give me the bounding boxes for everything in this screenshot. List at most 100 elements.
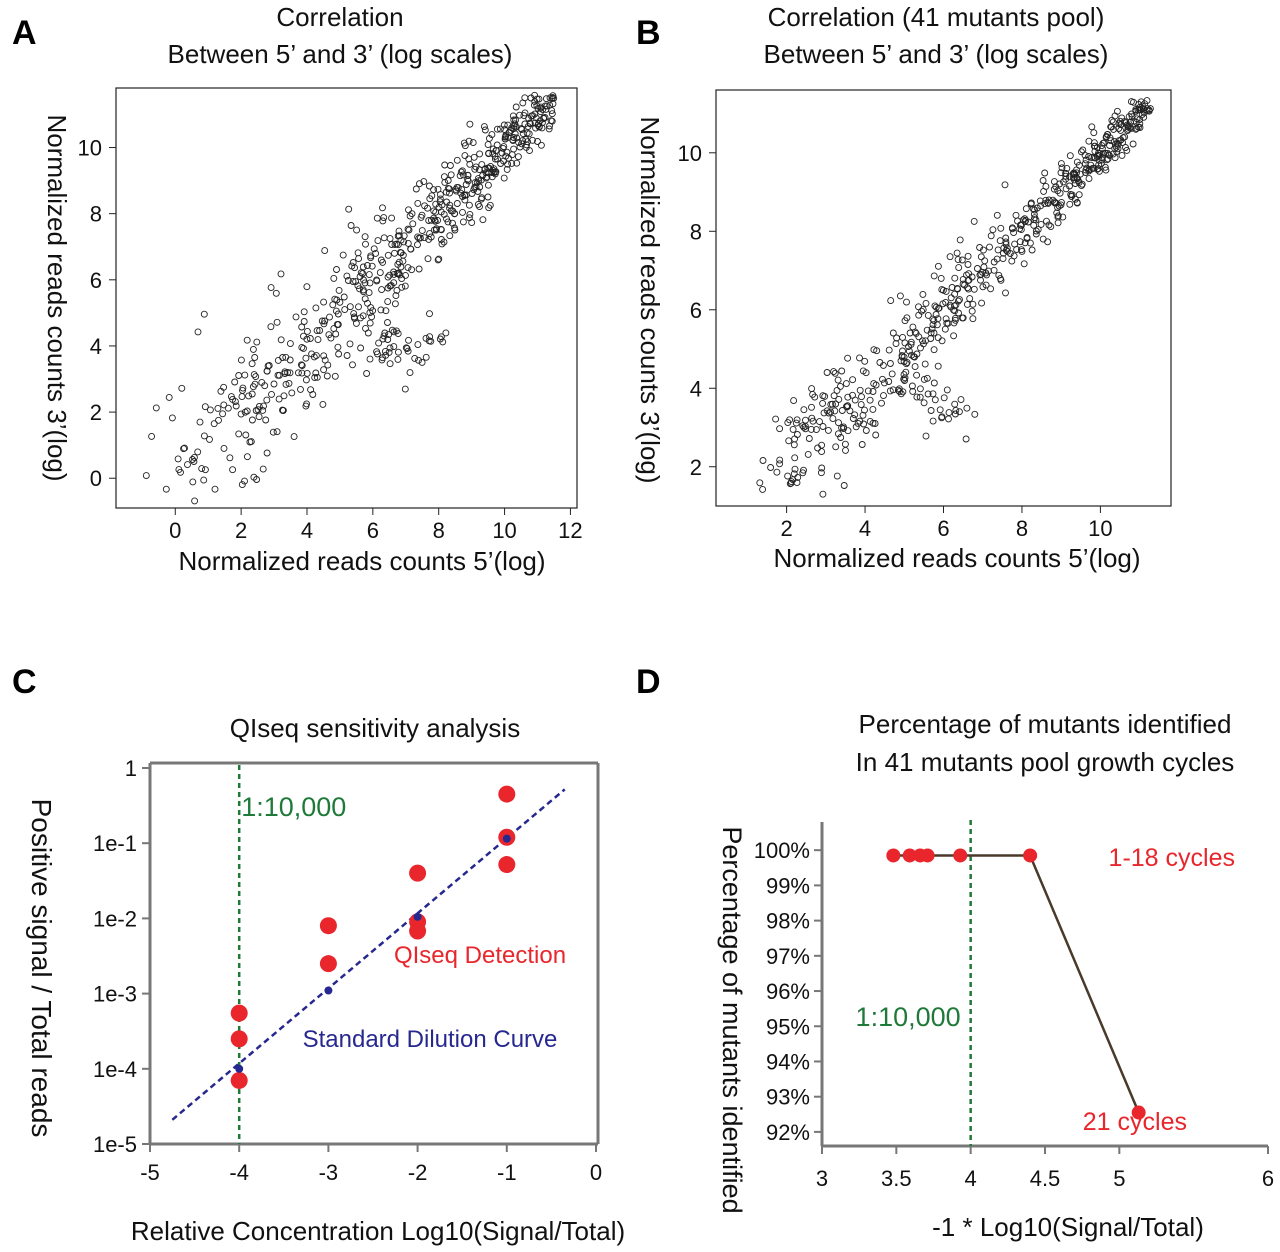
chart-a-point	[393, 240, 401, 248]
chart-a-point	[341, 306, 349, 314]
chart-a-point	[466, 120, 474, 128]
chart-b-point	[1021, 218, 1029, 226]
chart-b-point	[1117, 136, 1125, 144]
chart-b-point	[1073, 158, 1081, 166]
chart-a-point	[479, 216, 487, 224]
chart-a-point	[428, 192, 436, 200]
chart-a-point	[376, 269, 384, 277]
chart-a-point	[385, 331, 393, 339]
chart-a-point	[465, 137, 473, 145]
chart-b-point	[1101, 163, 1109, 171]
chart-b-point	[929, 315, 937, 323]
chart-b-point	[958, 314, 966, 322]
chart-b-point	[835, 395, 843, 403]
chart-a-point	[334, 321, 342, 328]
chart-b-point	[946, 301, 954, 309]
chart-b-point	[1113, 107, 1121, 115]
chart-b-point	[911, 363, 919, 371]
chart-b-point	[793, 431, 801, 438]
chart-c-xlabel: Relative Concentration Log10(Signal/Tota…	[131, 1216, 625, 1246]
chart-a-point	[211, 485, 219, 493]
chart-a-point	[516, 143, 524, 151]
chart-a-point	[282, 353, 290, 361]
chart-b-point	[1037, 220, 1045, 228]
chart-a-point	[420, 178, 428, 186]
chart-a-point	[365, 289, 373, 297]
chart-b-point	[791, 435, 799, 443]
chart-b-ytick-label: 10	[678, 141, 702, 166]
chart-b-point	[1056, 189, 1064, 197]
chart-a-point	[229, 466, 237, 474]
chart-b-point	[950, 332, 958, 340]
chart-a-point	[313, 373, 321, 381]
chart-a-point	[282, 380, 290, 388]
chart-b-point	[1102, 166, 1110, 174]
chart-b-point	[791, 465, 799, 473]
chart-b-point	[885, 346, 893, 354]
chart-d-xtick-label: 3	[816, 1166, 828, 1191]
chart-b-point	[1103, 131, 1111, 139]
chart-a-point	[368, 262, 376, 270]
chart-b-point	[997, 276, 1005, 284]
chart-c-threshold-label: 1:10,000	[241, 792, 346, 822]
chart-a-point	[178, 384, 186, 392]
chart-a-point	[326, 313, 333, 321]
chart-a-point	[436, 195, 444, 203]
chart-b-xtick-label: 6	[937, 516, 949, 541]
chart-b-point	[909, 387, 917, 395]
chart-a-point	[363, 262, 371, 269]
chart-b-point	[1105, 151, 1113, 159]
chart-a-point	[477, 195, 485, 203]
chart-a-point	[231, 378, 239, 386]
chart-b-point	[954, 256, 962, 264]
chart-a-point	[461, 142, 469, 150]
chart-b-point	[1107, 137, 1115, 145]
chart-a-point	[321, 247, 329, 255]
chart-b-point	[1070, 173, 1078, 181]
chart-a-point	[366, 309, 374, 317]
chart-a-point	[255, 413, 263, 421]
chart-c-detection-point	[498, 785, 516, 803]
chart-b-point	[808, 414, 816, 422]
chart-a-point	[418, 227, 426, 235]
chart-a-xtick-label: 0	[169, 518, 181, 543]
chart-b-point	[928, 325, 936, 333]
chart-a-xtick-label: 4	[301, 518, 313, 543]
chart-b-point	[1117, 121, 1125, 129]
chart-a-point	[380, 234, 388, 242]
chart-a-point	[273, 318, 281, 326]
chart-b-point	[964, 261, 972, 268]
chart-b-point	[767, 464, 775, 471]
chart-c-ytick-label: 1e-3	[93, 982, 137, 1007]
chart-a-point	[313, 327, 321, 335]
chart-a-point	[373, 277, 381, 285]
chart-a-ticks: 0 2 4 6 8 10 12 0 2 4 6 8 10	[78, 136, 583, 543]
chart-a-point	[425, 235, 433, 243]
chart-a-point	[526, 147, 533, 155]
chart-a-point	[377, 306, 385, 314]
chart-a-point	[274, 356, 282, 364]
chart-b-point	[784, 472, 792, 480]
chart-a-point	[290, 433, 298, 441]
chart-b-point	[861, 406, 868, 414]
chart-a-xtick-label: 6	[367, 518, 379, 543]
chart-b-point	[969, 300, 977, 308]
chart-b-point	[1010, 252, 1018, 260]
chart-b-point	[915, 311, 923, 319]
chart-a-point	[442, 329, 450, 337]
chart-a-point	[181, 444, 188, 452]
chart-b-point	[836, 382, 844, 390]
chart-a-point	[415, 265, 423, 273]
chart-a-point	[426, 333, 434, 341]
chart-b-point	[832, 443, 840, 451]
chart-b-point	[832, 400, 840, 408]
chart-a-point	[519, 137, 527, 145]
chart-a-point	[381, 329, 389, 337]
chart-a-point	[362, 324, 369, 332]
chart-a-point	[277, 336, 285, 344]
chart-c-xtick-label: 0	[590, 1160, 602, 1185]
chart-a-point	[174, 455, 182, 463]
chart-b-point	[812, 426, 820, 434]
chart-a-point	[274, 371, 282, 379]
chart-d-ytick-label: 95%	[766, 1014, 810, 1039]
